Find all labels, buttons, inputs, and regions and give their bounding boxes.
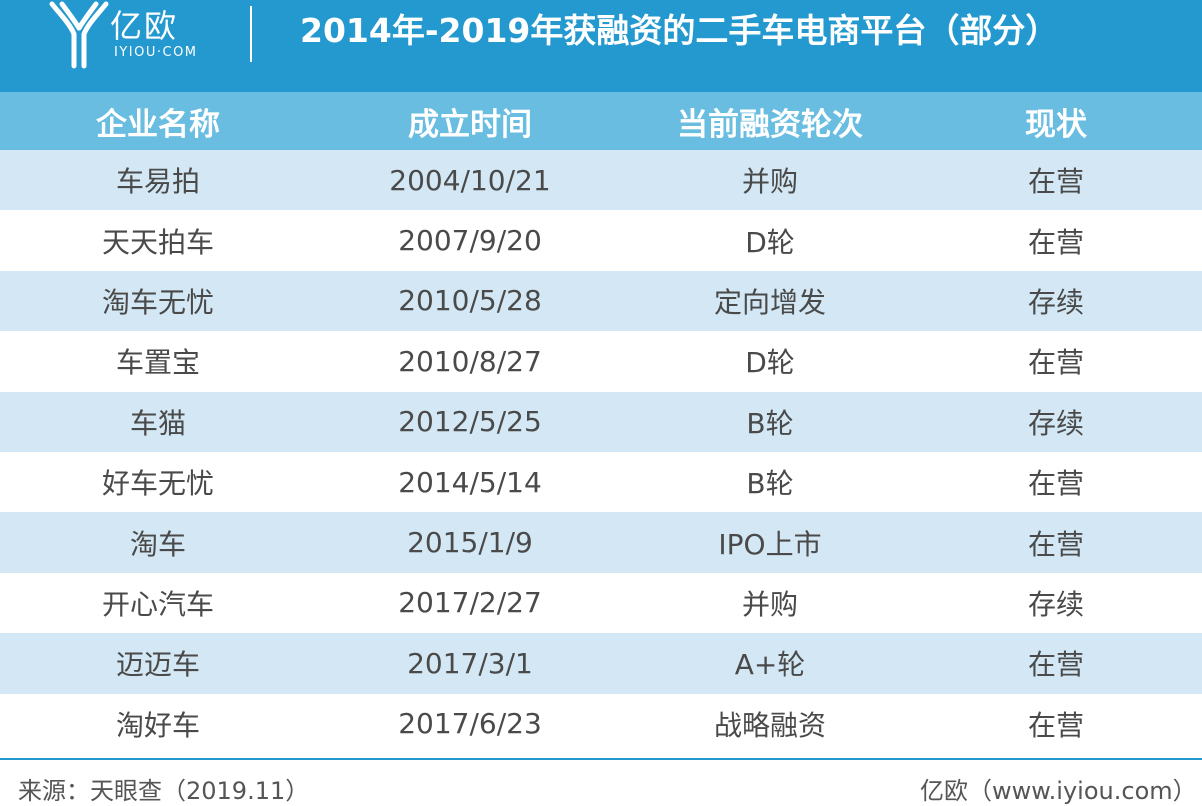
status-cell: 存续 <box>1027 587 1084 621</box>
table-row: 好车无忧 2014/5/14 B轮 在营 <box>0 451 1202 513</box>
founded-date-cell: 2010/8/27 <box>398 344 542 378</box>
header-divider <box>250 6 252 62</box>
founded-date-cell: 2017/2/27 <box>398 586 542 620</box>
founded-date-cell: 2015/1/9 <box>407 526 533 560</box>
column-header-company: 企业名称 <box>96 106 220 143</box>
brand-logo[interactable]: 亿欧 IYIOU·COM <box>44 0 244 70</box>
status-cell: 存续 <box>1027 406 1084 440</box>
funding-round-cell: D轮 <box>745 346 795 380</box>
logo-subtext: IYIOU·COM <box>114 45 198 60</box>
funding-round-cell: 并购 <box>741 587 798 621</box>
company-name-cell: 好车无忧 <box>101 467 214 501</box>
source-note: 来源：天眼查（2019.11） <box>18 777 310 805</box>
company-name-cell: 淘车无忧 <box>101 285 214 319</box>
logo-text: 亿欧 <box>110 7 179 45</box>
table-row: 开心汽车 2017/2/27 并购 存续 <box>0 572 1202 634</box>
table-row: 迈迈车 2017/3/1 A+轮 在营 <box>0 633 1202 694</box>
status-cell: 在营 <box>1027 527 1084 561</box>
status-cell: 在营 <box>1027 708 1084 742</box>
credit-link[interactable]: 亿欧（www.iyiou.com） <box>920 777 1197 805</box>
funding-round-cell: 战略融资 <box>713 708 826 742</box>
column-header-founded: 成立时间 <box>408 106 532 143</box>
status-cell: 在营 <box>1027 467 1084 501</box>
column-header-round: 当前融资轮次 <box>677 106 863 143</box>
status-cell: 在营 <box>1027 346 1084 380</box>
financing-table: 企业名称 成立时间 当前融资轮次 现状 车易拍 2004/10/21 并购 在营… <box>0 92 1202 754</box>
page-title: 2014年-2019年获融资的二手车电商平台（部分） <box>300 11 1059 50</box>
funding-round-cell: IPO上市 <box>718 527 822 561</box>
status-cell: 在营 <box>1027 225 1084 259</box>
company-name-cell: 淘车 <box>129 527 186 561</box>
table-header-row: 企业名称 成立时间 当前融资轮次 现状 <box>0 92 1202 150</box>
table-row: 淘车 2015/1/9 IPO上市 在营 <box>0 512 1202 573</box>
funding-round-cell: 定向增发 <box>713 285 826 319</box>
founded-date-cell: 2017/3/1 <box>407 646 533 680</box>
table-row: 天天拍车 2007/9/20 D轮 在营 <box>0 210 1202 271</box>
table-row: 淘车无忧 2010/5/28 定向增发 存续 <box>0 270 1202 332</box>
company-name-cell: 车猫 <box>129 406 186 440</box>
table-row: 车置宝 2010/8/27 D轮 在营 <box>0 331 1202 392</box>
founded-date-cell: 2010/5/28 <box>398 284 542 318</box>
column-header-status: 现状 <box>1025 106 1087 143</box>
company-name-cell: 车置宝 <box>115 346 200 380</box>
funding-round-cell: 并购 <box>741 165 798 199</box>
status-cell: 存续 <box>1027 285 1084 319</box>
founded-date-cell: 2014/5/14 <box>398 465 542 499</box>
header-banner: 亿欧 IYIOU·COM 2014年-2019年获融资的二手车电商平台（部分） <box>0 0 1202 92</box>
status-cell: 在营 <box>1027 165 1084 199</box>
company-name-cell: 淘好车 <box>115 708 200 742</box>
founded-date-cell: 2012/5/25 <box>398 405 542 439</box>
table-row: 车易拍 2004/10/21 并购 在营 <box>0 150 1202 211</box>
company-name-cell: 天天拍车 <box>101 225 214 259</box>
company-name-cell: 迈迈车 <box>115 648 200 682</box>
funding-round-cell: D轮 <box>745 225 795 259</box>
footer-divider <box>0 758 1202 760</box>
logo-mark-icon <box>49 1 109 69</box>
company-name-cell: 开心汽车 <box>101 587 214 621</box>
funding-round-cell: B轮 <box>746 467 794 501</box>
founded-date-cell: 2007/9/20 <box>398 224 542 258</box>
status-cell: 在营 <box>1027 648 1084 682</box>
funding-round-cell: A+轮 <box>734 648 806 682</box>
table-row: 淘好车 2017/6/23 战略融资 在营 <box>0 693 1202 754</box>
funding-round-cell: B轮 <box>746 406 794 440</box>
company-name-cell: 车易拍 <box>115 165 200 199</box>
table-row: 车猫 2012/5/25 B轮 存续 <box>0 391 1202 452</box>
founded-date-cell: 2004/10/21 <box>389 163 551 197</box>
founded-date-cell: 2017/6/23 <box>398 707 542 741</box>
